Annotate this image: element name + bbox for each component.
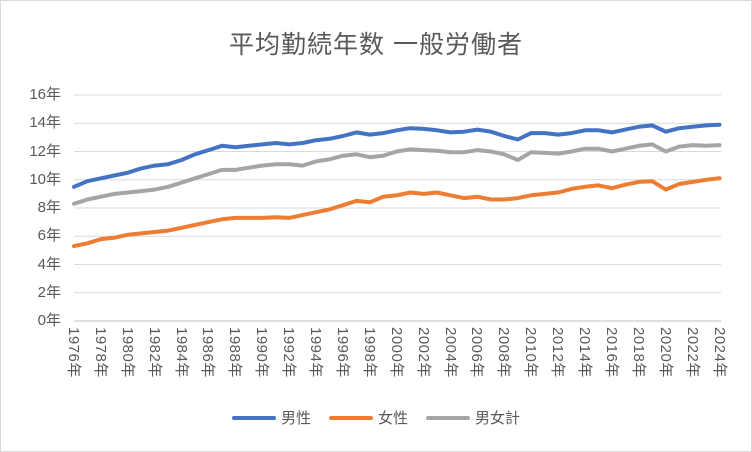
x-axis-label: 2008年: [495, 327, 513, 378]
x-axis-label: 2022年: [683, 327, 701, 378]
x-axis-label: 2010年: [522, 327, 540, 378]
legend-item-female: 女性: [328, 407, 408, 428]
x-axis-label: 2006年: [468, 327, 486, 378]
series-line-male: [72, 122, 722, 189]
legend-line-icon: [426, 415, 470, 420]
y-axis-label: 14年: [29, 114, 61, 132]
x-axis-label: 2016年: [602, 327, 620, 378]
x-axis-label: 1994年: [307, 327, 325, 378]
x-axis-label: 2012年: [549, 327, 567, 378]
x-axis-label: 2020年: [656, 327, 674, 378]
x-axis-label: 1986年: [199, 327, 217, 378]
x-axis-label: 1982年: [145, 327, 163, 378]
legend: 男性 女性 男女計: [1, 407, 751, 428]
legend-label: 女性: [377, 410, 408, 427]
x-axis-label: 1990年: [253, 327, 271, 378]
x-axis-label: 1996年: [333, 327, 351, 378]
x-axis-label: 1988年: [226, 327, 244, 378]
legend-line-icon: [328, 415, 373, 420]
x-axis-label: 2014年: [576, 327, 594, 378]
x-axis-label: 1998年: [360, 327, 378, 378]
legend-item-male: 男性: [231, 407, 311, 428]
x-axis-label: 1976年: [65, 327, 82, 378]
x-axis-label: 2000年: [387, 327, 405, 378]
x-axis-label: 2004年: [441, 327, 459, 378]
x-axis-label: 1980年: [118, 327, 136, 378]
legend-label: 男女計: [475, 410, 521, 427]
y-axis-label: 12年: [29, 142, 61, 160]
chart-title: 平均勤続年数 一般労働者: [229, 31, 523, 59]
series-line-female: [72, 176, 722, 249]
x-axis-label: 1978年: [91, 327, 109, 378]
legend-label: 男性: [280, 410, 311, 427]
legend-item-total: 男女計: [426, 407, 520, 428]
legend-line-icon: [231, 415, 276, 420]
y-axis-label: 8年: [37, 199, 61, 216]
x-axis-label: 2002年: [414, 327, 432, 378]
y-axis-label: 4年: [37, 255, 61, 273]
x-axis-label: 1984年: [172, 327, 190, 378]
series-line-total: [72, 142, 722, 206]
y-axis-label: 16年: [29, 86, 61, 103]
x-axis-label: 2018年: [629, 327, 647, 378]
y-axis-label: 2年: [37, 283, 61, 301]
x-axis-label: 2024年: [710, 327, 728, 378]
y-axis-label: 6年: [37, 227, 61, 245]
y-axis-label: 0年: [37, 312, 61, 329]
x-axis-label: 1992年: [280, 327, 298, 378]
y-axis-label: 10年: [29, 170, 61, 188]
